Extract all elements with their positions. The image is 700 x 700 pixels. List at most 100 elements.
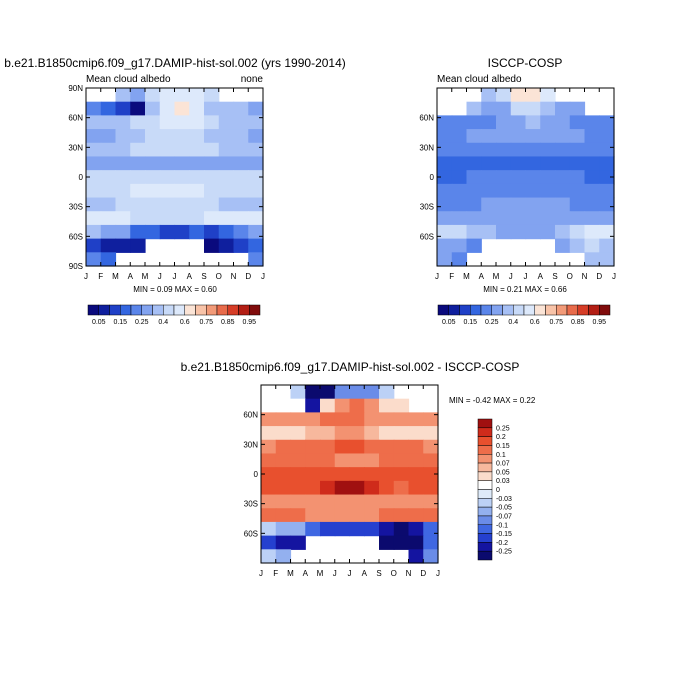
heatmap-cell [466, 238, 482, 253]
heatmap-cell [569, 156, 586, 171]
heatmap-cell [100, 101, 117, 116]
y-tick-label: 60N [419, 114, 434, 123]
heatmap-cell [364, 453, 380, 468]
colorbar-swatch [588, 304, 600, 316]
heatmap-cell [466, 101, 482, 116]
colorbar-swatch [480, 304, 492, 316]
heatmap-cell [174, 224, 190, 240]
heatmap-cell [86, 101, 102, 116]
heatmap-cell [599, 115, 615, 130]
heatmap-cell [145, 156, 161, 171]
heatmap-cell [379, 508, 395, 523]
colorbar-swatch [477, 515, 493, 526]
heatmap-cell [320, 453, 336, 468]
colorbar-swatch [249, 304, 261, 316]
y-tick-label: 60N [243, 411, 258, 420]
panel-diff-colorbar: 0.250.20.150.10.070.050.030-0.03-0.05-0.… [477, 418, 512, 561]
heatmap-cell [364, 494, 380, 509]
heatmap-cell [86, 211, 102, 226]
x-tick-label: F [273, 569, 278, 578]
heatmap-cell [189, 156, 205, 171]
colorbar-label: 0.03 [496, 478, 510, 485]
heatmap-cell [218, 183, 235, 199]
heatmap-cell [437, 252, 453, 267]
heatmap-cell [145, 197, 161, 212]
heatmap-cell [189, 101, 205, 116]
heatmap-cell [115, 129, 131, 144]
heatmap-cell [218, 170, 235, 185]
heatmap-cell [525, 115, 541, 130]
panel-model-colorbar: 0.05 0.15 0.25 0.4 0.6 0.75 0.85 0.95 [87, 304, 261, 326]
heatmap-cell [510, 224, 527, 240]
panel-model-heatmap [86, 88, 264, 267]
heatmap-cell [334, 521, 351, 537]
heatmap-cell [261, 467, 277, 482]
heatmap-cell [555, 142, 571, 158]
heatmap-cell [349, 385, 365, 400]
y-tick-label: 60S [244, 529, 258, 538]
x-tick-label: S [201, 272, 206, 281]
colorbar-swatch [437, 304, 449, 316]
heatmap-cell [451, 197, 468, 212]
heatmap-cell [204, 101, 220, 116]
heatmap-cell [496, 129, 512, 144]
heatmap-cell [584, 252, 600, 267]
colorbar-label: -0.05 [496, 505, 512, 512]
heatmap-cell [569, 142, 586, 158]
heatmap-cell [364, 412, 380, 427]
panel-model-title: b.e21.B1850cmip6.f09_g17.DAMIP-hist-sol.… [4, 56, 346, 70]
panel-model: b.e21.B1850cmip6.f09_g17.DAMIP-hist-sol.… [4, 56, 346, 326]
heatmap-cell [233, 115, 249, 130]
x-tick-label: D [596, 272, 602, 281]
colorbar-label: 0.15 [496, 443, 510, 450]
heatmap-cell [437, 197, 453, 212]
heatmap-cell [233, 129, 249, 144]
heatmap-cell [481, 197, 497, 212]
heatmap-cell [555, 183, 571, 199]
heatmap-cell [305, 494, 321, 509]
heatmap-cell [100, 170, 117, 185]
colorbar-swatch [477, 489, 493, 499]
heatmap-cell [334, 494, 351, 509]
heatmap-cell [466, 211, 482, 226]
colorbar-label: 0.95 [242, 319, 256, 326]
heatmap-cell [423, 412, 439, 427]
heatmap-cell [379, 521, 395, 537]
y-tick-label: 60N [68, 114, 83, 123]
heatmap-cell [174, 156, 190, 171]
panel-obs-minmax: MIN = 0.21 MAX = 0.66 [483, 285, 567, 294]
heatmap-cell [290, 439, 306, 455]
x-tick-label: J [436, 569, 440, 578]
heatmap-cell [364, 385, 380, 400]
heatmap-cell [349, 412, 365, 427]
heatmap-cell [275, 426, 292, 441]
heatmap-cell [569, 197, 586, 212]
heatmap-cell [218, 211, 235, 226]
heatmap-cell [525, 224, 541, 240]
heatmap-cell [540, 142, 556, 158]
colorbar-swatch [470, 304, 482, 316]
colorbar-swatch [109, 304, 121, 316]
colorbar-swatch [227, 304, 239, 316]
heatmap-cell [510, 156, 527, 171]
heatmap-cell [569, 224, 586, 240]
heatmap-cell [584, 156, 600, 171]
y-tick-label: 0 [430, 173, 435, 182]
heatmap-cell [305, 426, 321, 441]
heatmap-cell [408, 426, 424, 441]
heatmap-cell [320, 480, 336, 496]
heatmap-cell [451, 129, 468, 144]
heatmap-cell [189, 142, 205, 158]
heatmap-cell [379, 494, 395, 509]
heatmap-cell [599, 142, 615, 158]
heatmap-cell [204, 170, 220, 185]
heatmap-cell [130, 156, 146, 171]
heatmap-cell [599, 183, 615, 199]
heatmap-cell [349, 439, 365, 455]
panel-model-units-label: none [241, 74, 264, 85]
heatmap-cell [159, 183, 176, 199]
heatmap-cell [393, 467, 410, 482]
heatmap-cell [510, 129, 527, 144]
x-tick-label: O [567, 272, 573, 281]
heatmap-cell [115, 238, 131, 253]
